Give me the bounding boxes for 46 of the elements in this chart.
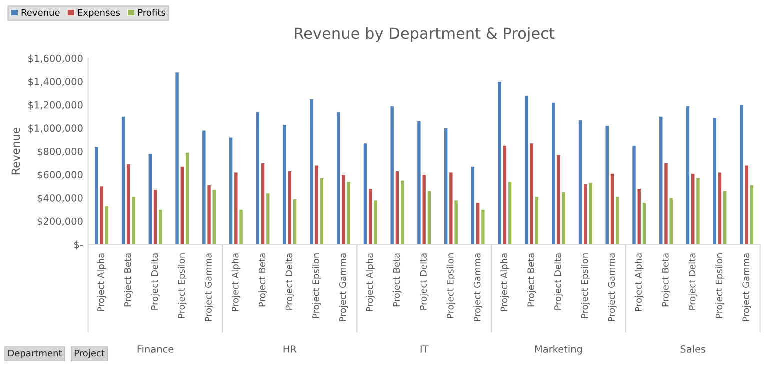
- x-tick-label: Project Gamma: [339, 254, 348, 322]
- x-tick-label: Project Gamma: [742, 254, 752, 322]
- y-tick-label: $400,000: [38, 194, 83, 204]
- text: Project: [74, 350, 105, 358]
- x-tick-label: Project Beta: [662, 254, 671, 307]
- legend-label: Revenue: [22, 9, 60, 16]
- y-axis-title: Revenue: [12, 128, 20, 175]
- y-tick-label: $1,200,000: [28, 101, 83, 110]
- y-tick-label: $600,000: [38, 171, 83, 180]
- x-tick-label: Project Epsilon: [178, 254, 187, 318]
- chart-title: Revenue by Department & Project: [295, 27, 555, 42]
- y-tick-label: $1,000,000: [28, 124, 83, 134]
- x-tick-label: Project Alpha: [97, 254, 106, 312]
- x-tick-label: Project Epsilon: [312, 254, 322, 318]
- x-tick-label: Project Beta: [124, 254, 134, 307]
- text: Sales: [680, 345, 706, 353]
- y-tick-label: $200,000: [38, 218, 83, 226]
- legend-label: Profits: [138, 9, 166, 16]
- text: Marketing: [535, 345, 582, 355]
- text: IT: [420, 346, 429, 353]
- x-tick-label: Project Alpha: [500, 254, 510, 312]
- text: Department: [8, 350, 62, 358]
- y-tick-label: $-: [74, 240, 83, 250]
- y-tick-label: $1,600,000: [28, 54, 83, 64]
- x-tick-label: Project Alpha: [366, 254, 375, 312]
- x-tick-label: Project Epsilon: [716, 254, 724, 318]
- x-tick-label: Project Gamma: [474, 254, 482, 322]
- x-tick-label: Project Delta: [688, 254, 698, 310]
- text: Finance: [138, 345, 174, 353]
- x-tick-label: Project Gamma: [608, 254, 617, 322]
- x-tick-label: Project Beta: [258, 254, 268, 307]
- x-tick-label: Project Delta: [286, 254, 294, 310]
- x-tick-label: Project Beta: [393, 254, 402, 307]
- x-tick-label: Project Delta: [151, 254, 160, 310]
- x-tick-label: Project Epsilon: [446, 254, 456, 318]
- x-tick-label: Project Beta: [527, 254, 536, 307]
- y-tick-label: $800,000: [38, 148, 83, 157]
- x-tick-label: Project Alpha: [634, 254, 644, 312]
- x-tick-label: Project Delta: [554, 254, 564, 310]
- x-tick-label: Project Delta: [420, 254, 429, 310]
- x-tick-label: Project Epsilon: [581, 254, 590, 318]
- y-tick-label: $1,400,000: [28, 78, 83, 87]
- x-tick-label: Project Gamma: [204, 254, 214, 322]
- x-tick-label: Project Alpha: [232, 254, 241, 312]
- legend-label: Expenses: [78, 9, 120, 18]
- text: HR: [284, 346, 297, 353]
